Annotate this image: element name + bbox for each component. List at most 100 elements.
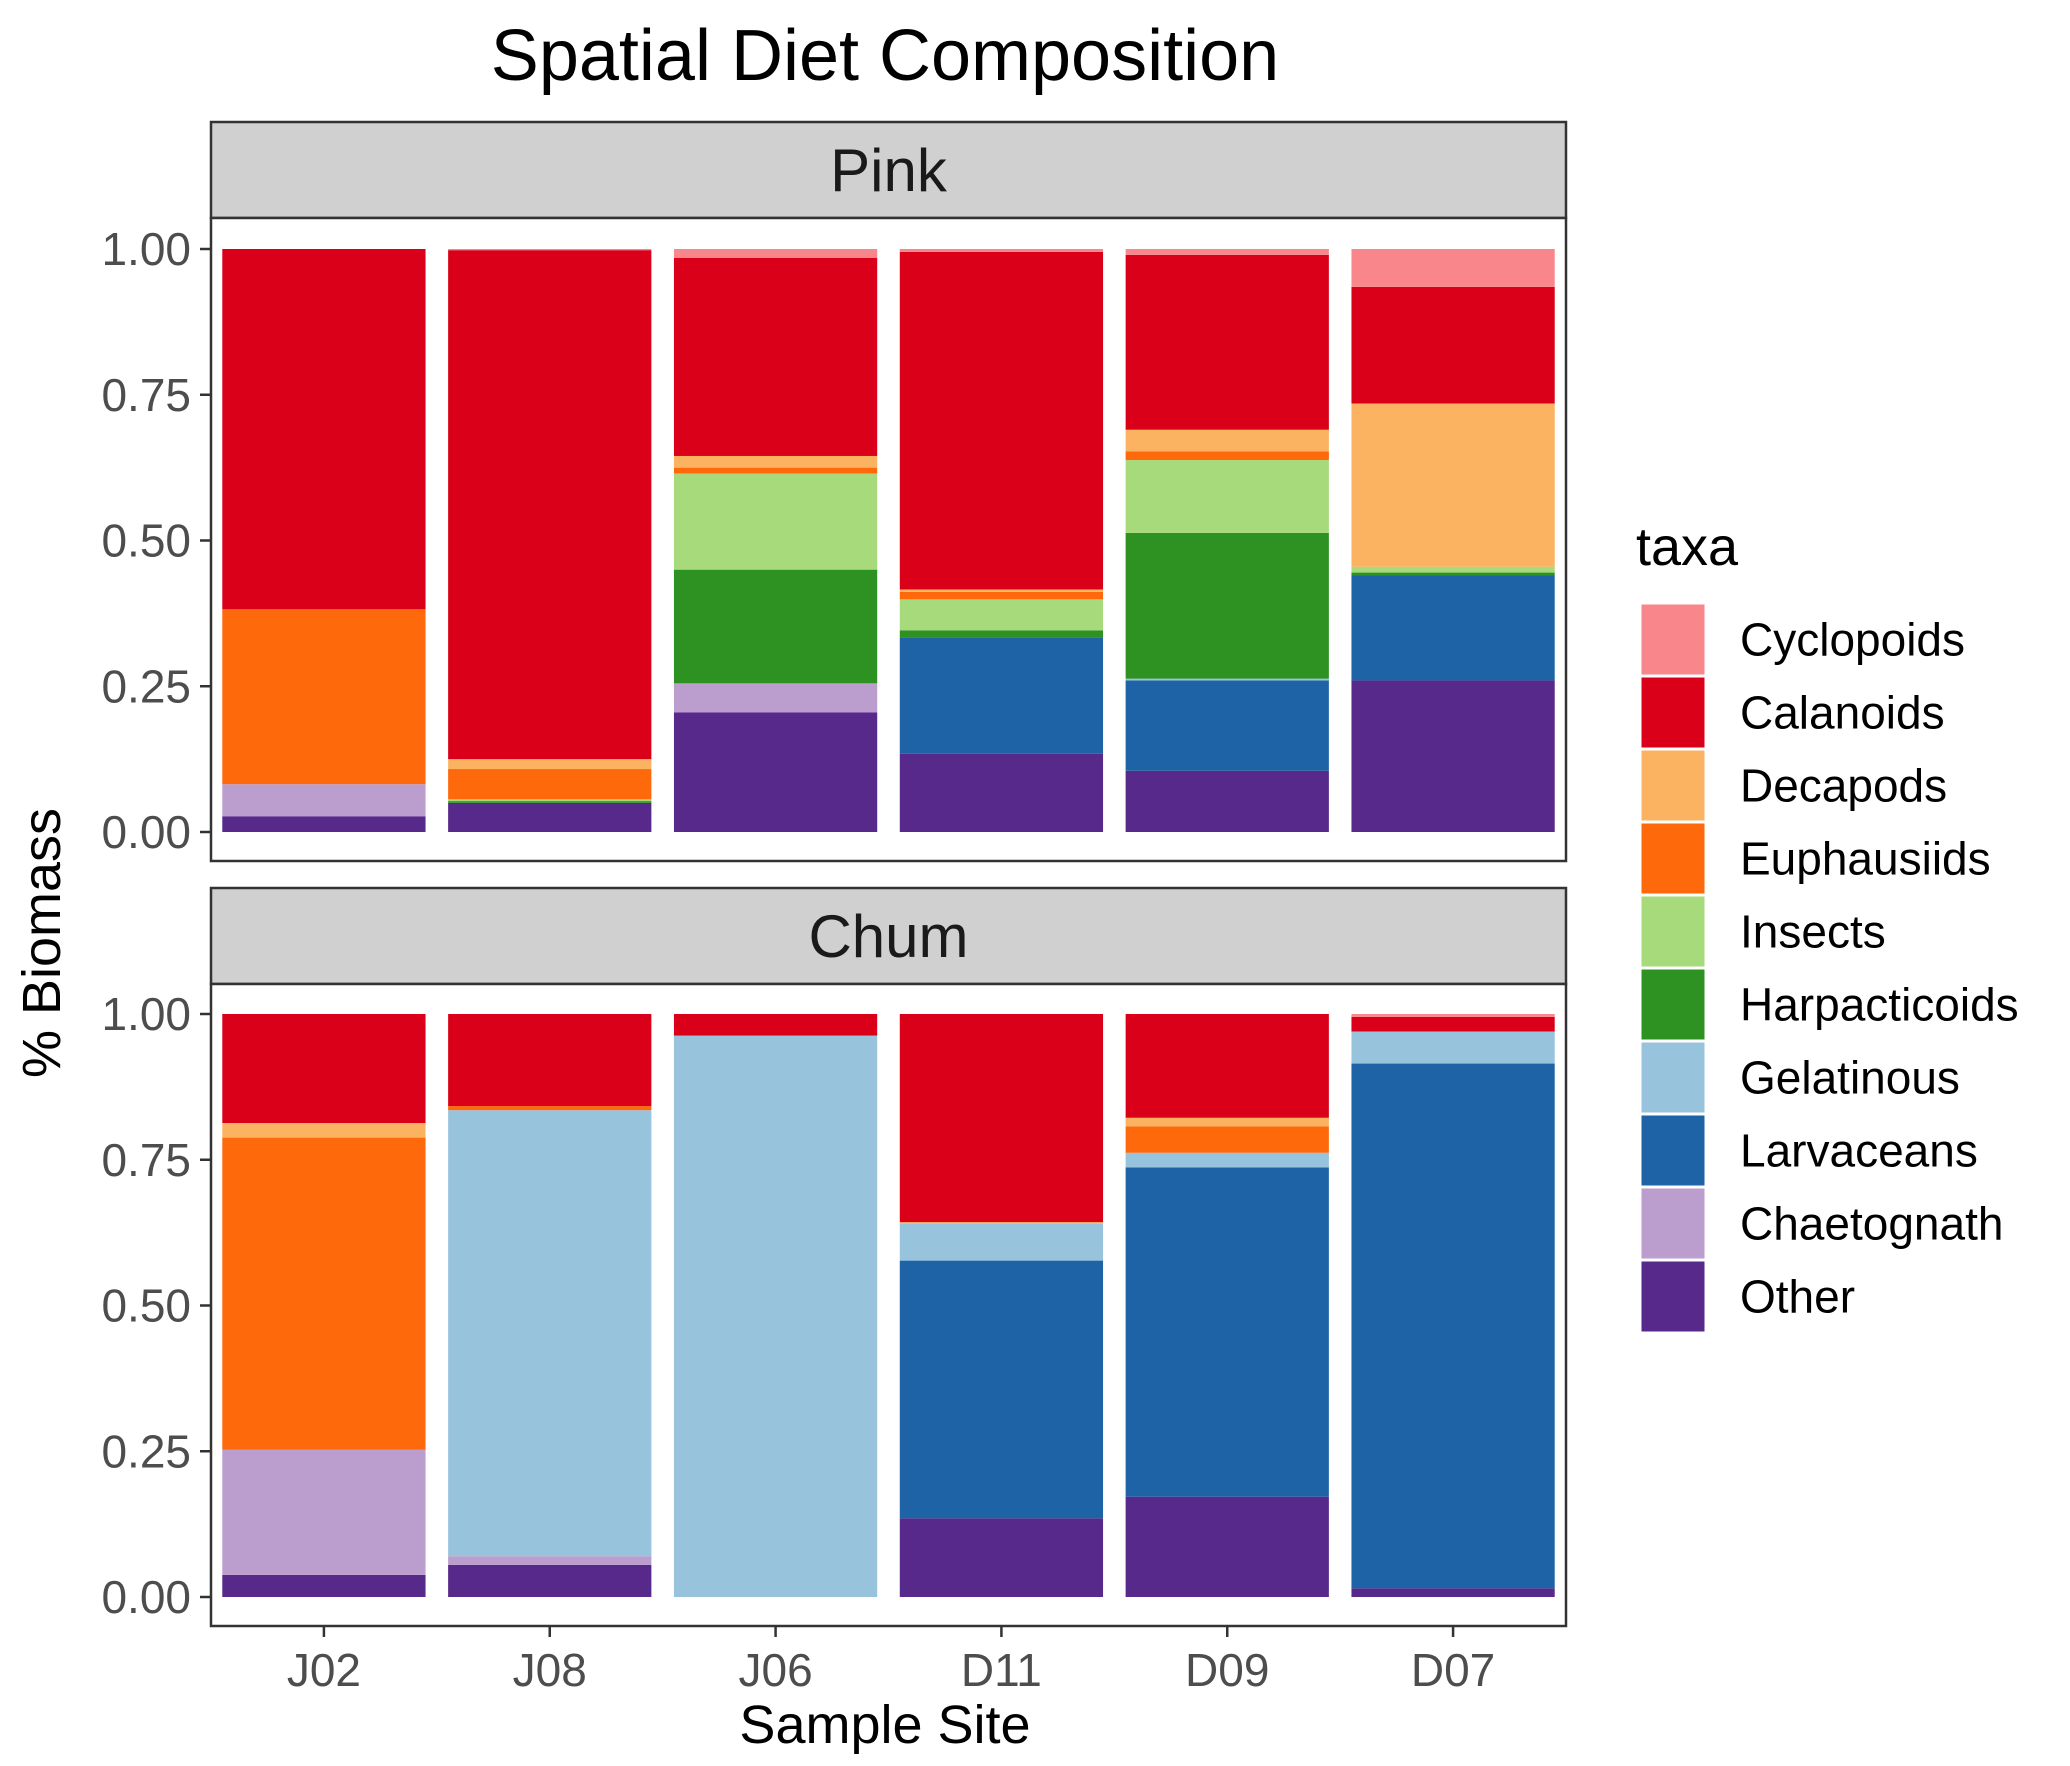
bar-segment-pink-d07-cyclopoids [1351, 249, 1555, 287]
facet-strip-pink [209, 120, 1568, 220]
legend-item-chaetognath: Chaetognath [1640, 1187, 2003, 1260]
bar-segment-pink-j02-other [222, 816, 426, 832]
y-tick-label: 0.25 [101, 1425, 191, 1477]
legend-swatch-gelatinous [1641, 1042, 1705, 1113]
bar-segment-chum-d09-larvaceans [1125, 1167, 1329, 1497]
legend-label-harpacticoids: Harpacticoids [1740, 979, 2019, 1031]
bar-segment-chum-j02-other [222, 1574, 426, 1597]
bar-segment-chum-j06-gelatinous [673, 1035, 878, 1597]
bar-segment-chum-d07-other [1351, 1588, 1555, 1597]
bar-segment-pink-d09-harpacticoids [1125, 532, 1329, 679]
legend-label-gelatinous: Gelatinous [1740, 1052, 1960, 1104]
bar-segment-pink-j06-euphausiids [673, 467, 878, 474]
bar-segment-pink-d07-harpacticoids [1351, 572, 1555, 576]
bar-segment-chum-d09-decapods [1125, 1117, 1329, 1127]
bar-segment-pink-j06-harpacticoids [673, 569, 878, 684]
bar-segment-chum-j08-other [448, 1564, 652, 1597]
x-axis-title: Sample Site [739, 1695, 1030, 1755]
legend-item-euphausiids: Euphausiids [1640, 822, 1991, 895]
bar-segment-pink-j08-cyclopoids [448, 249, 652, 251]
bar-segment-chum-j08-gelatinous [448, 1110, 652, 1557]
legend-item-insects: Insects [1640, 895, 1886, 968]
bar-segment-pink-d11-decapods [899, 589, 1104, 592]
x-tick-label-j08: J08 [513, 1644, 587, 1696]
legend-label-insects: Insects [1740, 906, 1886, 958]
facet-label-pink: Pink [830, 137, 948, 204]
legend-label-decapods: Decapods [1740, 760, 1947, 812]
x-tick-label-d09: D09 [1185, 1644, 1269, 1696]
bar-segment-pink-j06-calanoids [673, 257, 878, 456]
x-tick-label-d07: D07 [1411, 1644, 1495, 1696]
bar-segment-chum-d07-gelatinous [1351, 1031, 1555, 1064]
bar-segment-pink-d09-larvaceans [1125, 680, 1329, 771]
bar-segment-chum-d09-other [1125, 1496, 1329, 1597]
bar-segment-pink-j06-decapods [673, 455, 878, 468]
bar-segment-pink-d11-other [899, 753, 1104, 832]
y-axis-title: % Biomass [12, 808, 72, 1078]
legend-item-harpacticoids: Harpacticoids [1640, 968, 2019, 1041]
bar-segment-pink-d09-insects [1125, 460, 1329, 533]
facet-strip-chum [209, 886, 1568, 986]
legend-item-calanoids: Calanoids [1640, 676, 1945, 749]
legend-label-euphausiids: Euphausiids [1740, 833, 1991, 885]
bar-segment-chum-d09-calanoids [1125, 1014, 1329, 1118]
bar-segment-pink-d09-decapods [1125, 429, 1329, 452]
legend-label-chaetognath: Chaetognath [1740, 1198, 2003, 1250]
bar-segment-chum-d11-decapods [899, 1222, 1104, 1224]
bar-segment-chum-d11-larvaceans [899, 1260, 1104, 1519]
legend-swatch-calanoids [1641, 677, 1705, 748]
bar-segment-pink-d09-euphausiids [1125, 451, 1329, 461]
bar-segment-pink-d07-other [1351, 680, 1555, 832]
bar-segment-pink-d11-calanoids [899, 251, 1104, 590]
bar-segment-pink-d11-harpacticoids [899, 630, 1104, 638]
bar-segment-pink-d07-insects [1351, 566, 1555, 573]
bar-segment-pink-d09-calanoids [1125, 254, 1329, 430]
y-axis-pink: 0.00 0.25 0.50 0.75 1.00 [101, 223, 211, 858]
legend-swatch-insects [1641, 896, 1705, 967]
bar-segment-chum-j02-chaetognath [222, 1449, 426, 1575]
y-tick-label: 0.75 [101, 1134, 191, 1186]
y-axis-chum: 0.00 0.25 0.50 0.75 1.00 [101, 988, 211, 1623]
legend: taxa Cyclopoids Calanoids Decapods Euphausi… [1636, 517, 2019, 1333]
legend-swatch-other [1641, 1261, 1705, 1332]
bar-segment-chum-j02-decapods [222, 1123, 426, 1138]
bar-segment-pink-d09-other [1125, 770, 1329, 832]
y-tick-label: 0.25 [101, 660, 191, 712]
legend-label-larvaceans: Larvaceans [1740, 1125, 1978, 1177]
bar-segment-pink-j02-calanoids [222, 249, 426, 610]
bar-segment-chum-d11-other [899, 1518, 1104, 1597]
bar-segment-pink-d11-cyclopoids [899, 249, 1104, 252]
bar-segment-pink-j08-other [448, 802, 652, 832]
y-tick-label: 1.00 [101, 988, 191, 1040]
facet-chum: Chum 0.00 0.25 0.50 0.75 1.00 [101, 886, 1568, 1628]
bar-segment-chum-j08-chaetognath [448, 1556, 652, 1565]
bar-segment-pink-d11-larvaceans [899, 637, 1104, 754]
bar-segment-chum-j02-euphausiids [222, 1137, 426, 1450]
bar-segment-pink-j02-chaetognath [222, 784, 426, 817]
bar-segment-pink-d07-decapods [1351, 403, 1555, 567]
legend-swatch-larvaceans [1641, 1115, 1705, 1186]
facet-panels: Pink 0.00 0.25 0.50 0.75 1.00 Chum 0.00 0.25 0.50… [101, 120, 1568, 1628]
bar-segment-chum-d11-calanoids [899, 1014, 1104, 1223]
legend-swatch-euphausiids [1641, 823, 1705, 894]
bar-segment-chum-d09-gelatinous [1125, 1152, 1329, 1168]
bar-segment-pink-d07-larvaceans [1351, 575, 1555, 681]
bar-segment-chum-d11-gelatinous [899, 1223, 1104, 1261]
y-tick-label: 0.50 [101, 515, 191, 567]
bars-chum [222, 1014, 1555, 1597]
legend-item-other: Other [1640, 1260, 1855, 1333]
y-tick-label: 0.75 [101, 369, 191, 421]
bar-segment-pink-j06-insects [673, 473, 878, 570]
bar-segment-chum-d07-larvaceans [1351, 1063, 1555, 1589]
panel-background-chum [211, 984, 1566, 1626]
x-tick-label-j06: J06 [738, 1644, 812, 1696]
bar-segment-pink-j06-cyclopoids [673, 249, 878, 258]
bar-segment-pink-j08-euphausiids [448, 769, 652, 800]
legend-swatch-cyclopoids [1641, 604, 1705, 675]
bar-segment-pink-d09-gelatinous [1125, 678, 1329, 681]
legend-swatch-chaetognath [1641, 1188, 1705, 1259]
bar-segment-pink-d09-cyclopoids [1125, 249, 1329, 255]
bar-segment-pink-j08-insects [448, 799, 652, 802]
y-tick-label: 0.00 [101, 806, 191, 858]
